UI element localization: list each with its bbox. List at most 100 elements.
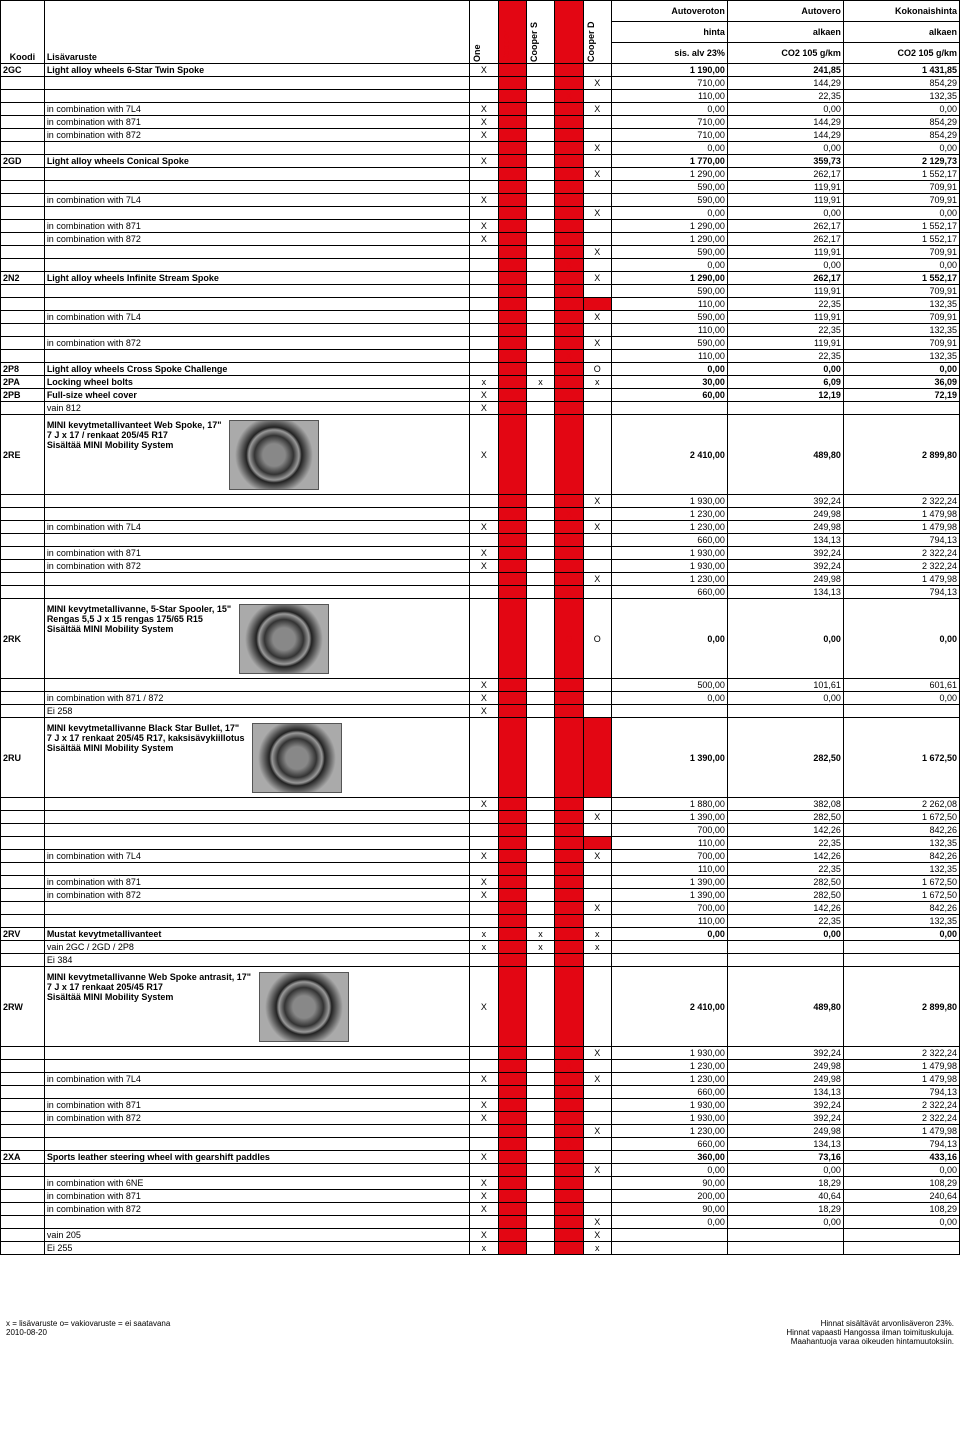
cell-mark xyxy=(583,889,611,902)
cell-mark xyxy=(555,220,583,233)
cell-mark xyxy=(555,1242,583,1255)
cell-mark xyxy=(470,350,498,363)
cell-mark xyxy=(583,1099,611,1112)
table-row: in combination with 872X1 290,00262,171 … xyxy=(1,233,960,246)
cell-koodi xyxy=(1,1164,45,1177)
cell-value: 132,35 xyxy=(843,324,959,337)
cell-mark xyxy=(555,402,583,415)
cell-mark xyxy=(555,889,583,902)
table-row: X1 230,00249,981 479,98 xyxy=(1,508,960,521)
cell-koodi xyxy=(1,889,45,902)
cell-value: 0,00 xyxy=(727,142,843,155)
cell-mark xyxy=(583,1190,611,1203)
cell-value xyxy=(843,1229,959,1242)
col-cooper-d: Cooper D xyxy=(583,1,611,64)
cell-value: 142,26 xyxy=(727,850,843,863)
cell-mark xyxy=(555,415,583,495)
cell-desc: Full-size wheel cover xyxy=(44,389,469,402)
cell-value: 22,35 xyxy=(727,350,843,363)
cell-value: 200,00 xyxy=(611,1190,727,1203)
cell-mark xyxy=(526,811,554,824)
cell-value: 144,29 xyxy=(727,116,843,129)
cell-koodi xyxy=(1,534,45,547)
cell-mark: X xyxy=(583,1229,611,1242)
table-row: X660,00134,13794,13 xyxy=(1,1086,960,1099)
cell-koodi xyxy=(1,1086,45,1099)
cell-mark xyxy=(498,103,526,116)
cell-mark xyxy=(526,64,554,77)
cell-value: 2 322,24 xyxy=(843,547,959,560)
cell-mark xyxy=(498,495,526,508)
cell-value: 2 322,24 xyxy=(843,560,959,573)
cell-mark: X xyxy=(583,521,611,534)
cell-mark xyxy=(583,116,611,129)
cell-mark xyxy=(498,915,526,928)
cell-mark xyxy=(583,155,611,168)
cell-value: 1 230,00 xyxy=(611,1060,727,1073)
cell-koodi xyxy=(1,941,45,954)
cell-mark xyxy=(583,194,611,207)
table-row: X1 390,00282,501 672,50 xyxy=(1,811,960,824)
cell-desc: Light alloy wheels Conical Spoke xyxy=(44,155,469,168)
cell-koodi xyxy=(1,220,45,233)
cell-mark: X xyxy=(555,534,583,547)
cell-koodi: 2N2 xyxy=(1,272,45,285)
cell-mark xyxy=(583,586,611,599)
cell-mark xyxy=(555,928,583,941)
cell-desc xyxy=(44,824,469,837)
cell-value xyxy=(611,941,727,954)
cell-value: 1 930,00 xyxy=(611,1047,727,1060)
cell-mark xyxy=(526,798,554,811)
cell-value: 709,91 xyxy=(843,181,959,194)
cell-mark xyxy=(498,311,526,324)
table-row: 2RVMustat kevytmetallivanteetx x x0,000,… xyxy=(1,928,960,941)
cell-mark: X xyxy=(470,155,498,168)
cell-mark: X xyxy=(470,116,498,129)
cell-value: 240,64 xyxy=(843,1190,959,1203)
h-price1c: sis. alv 23% xyxy=(611,43,727,64)
cell-value: 1 230,00 xyxy=(611,1073,727,1086)
table-row: in combination with 871X1 290,00262,171 … xyxy=(1,220,960,233)
cell-value: 18,29 xyxy=(727,1203,843,1216)
cell-koodi xyxy=(1,560,45,573)
cell-value xyxy=(843,705,959,718)
cell-mark xyxy=(498,1242,526,1255)
cell-mark xyxy=(583,64,611,77)
cell-mark: X xyxy=(583,337,611,350)
cell-value: 2 322,24 xyxy=(843,1112,959,1125)
cell-koodi xyxy=(1,1060,45,1073)
cell-value xyxy=(843,941,959,954)
cell-mark: X xyxy=(583,811,611,824)
footer-r1: Hinnat sisältävät arvonlisäveron 23%. xyxy=(786,1319,954,1328)
wheel-image xyxy=(239,604,329,674)
cell-mark xyxy=(526,679,554,692)
cell-mark: O xyxy=(583,363,611,376)
cell-mark: X xyxy=(470,560,498,573)
cell-mark xyxy=(555,1125,583,1138)
cell-mark xyxy=(470,246,498,259)
cell-value xyxy=(727,402,843,415)
cell-koodi xyxy=(1,876,45,889)
table-row: X110,0022,35132,35 xyxy=(1,324,960,337)
cell-mark xyxy=(555,155,583,168)
cell-value: 40,64 xyxy=(727,1190,843,1203)
cell-desc: in combination with 872 xyxy=(44,337,469,350)
cell-mark: x xyxy=(470,376,498,389)
cell-value: 794,13 xyxy=(843,586,959,599)
cell-mark xyxy=(498,1216,526,1229)
cell-value: 282,50 xyxy=(727,718,843,798)
cell-value: 0,00 xyxy=(611,1164,727,1177)
cell-koodi xyxy=(1,246,45,259)
cell-mark: X xyxy=(555,1060,583,1073)
table-row: 2PBFull-size wheel coverX60,0012,1972,19 xyxy=(1,389,960,402)
cell-value: 854,29 xyxy=(843,116,959,129)
cell-mark xyxy=(498,64,526,77)
table-row: Ei 255x x xyxy=(1,1242,960,1255)
cell-desc xyxy=(44,679,469,692)
cell-koodi xyxy=(1,1190,45,1203)
table-row: 2RKMINI kevytmetallivanne, 5-Star Spoole… xyxy=(1,599,960,679)
cell-value: 144,29 xyxy=(727,129,843,142)
cell-mark xyxy=(526,586,554,599)
cell-mark: X xyxy=(555,915,583,928)
table-row: 110,0022,35132,35 xyxy=(1,298,960,311)
